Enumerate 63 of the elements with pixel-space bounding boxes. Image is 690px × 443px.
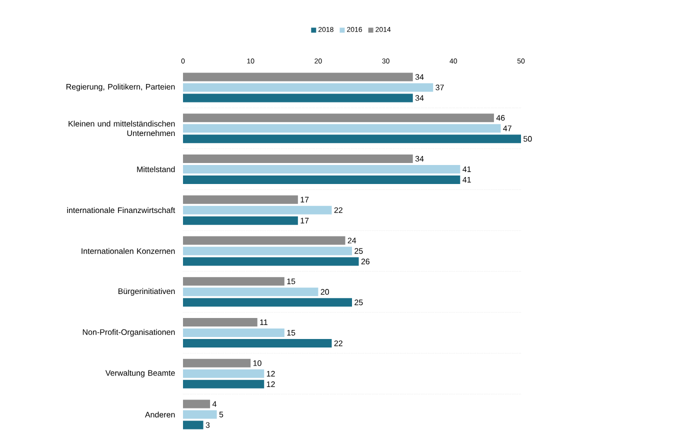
bar — [183, 298, 352, 307]
bar — [183, 410, 217, 419]
bar — [183, 72, 413, 82]
data-label: 50 — [524, 136, 532, 142]
data-label: 12 — [266, 381, 275, 387]
bar — [183, 114, 494, 122]
data-label: 15 — [287, 330, 296, 336]
bar — [183, 257, 359, 266]
y-tick-label: Kleinen und mittelständischen Unternehmen — [68, 120, 175, 136]
y-tick-label: Non-Profit-Organisationen — [82, 329, 175, 337]
bar — [183, 246, 352, 256]
data-label: 5 — [219, 412, 224, 418]
y-tick-label: internationale Finanzwirtschaft — [67, 207, 176, 214]
data-label: 34 — [415, 156, 424, 162]
data-label: 25 — [354, 248, 363, 254]
y-tick-label: Bürgerinitiativen — [118, 288, 175, 296]
bar — [183, 400, 210, 408]
data-label: 22 — [334, 207, 342, 213]
data-label: 26 — [361, 258, 370, 264]
data-label: 11 — [260, 320, 268, 326]
data-label: 15 — [287, 278, 296, 284]
bar — [183, 83, 434, 92]
data-label: 4 — [212, 401, 216, 407]
data-label: 17 — [300, 218, 309, 224]
bar — [183, 216, 298, 225]
data-label: 41 — [462, 176, 471, 182]
bar — [183, 339, 332, 348]
bar — [183, 358, 251, 368]
y-tick-label: Anderen — [144, 412, 175, 418]
data-label: 34 — [415, 95, 424, 101]
bar — [183, 175, 460, 184]
data-label: 22 — [334, 340, 342, 346]
y-tick-label: Verwaltung Beamte — [105, 370, 175, 378]
y-tick-label: Mittelstand — [137, 166, 175, 172]
bar — [183, 277, 284, 286]
bar — [183, 288, 318, 296]
bar — [183, 94, 413, 102]
data-label: 46 — [496, 115, 505, 121]
data-label: 17 — [300, 196, 309, 202]
data-label: 10 — [253, 360, 262, 366]
data-label: 3 — [206, 422, 210, 428]
data-label: 37 — [436, 84, 444, 90]
data-label: 25 — [354, 300, 363, 306]
bar — [183, 154, 413, 163]
data-label: 12 — [266, 370, 275, 376]
bar — [183, 195, 298, 204]
bar — [183, 164, 460, 174]
data-label: 34 — [415, 74, 424, 80]
bar — [183, 369, 264, 378]
bar — [183, 124, 501, 133]
bar — [183, 134, 521, 144]
bar — [183, 328, 284, 338]
bar — [183, 380, 264, 388]
y-tick-label: Regierung, Politikern, Parteien — [66, 84, 175, 92]
data-label: 47 — [503, 126, 512, 132]
y-tick-label: Internationalen Konzernen — [82, 248, 175, 254]
bar — [183, 206, 332, 214]
data-label: 24 — [348, 238, 356, 244]
bar — [183, 420, 204, 430]
bar — [183, 236, 346, 245]
bar — [183, 318, 258, 327]
data-label: 41 — [462, 166, 471, 172]
data-label: 20 — [320, 289, 329, 295]
